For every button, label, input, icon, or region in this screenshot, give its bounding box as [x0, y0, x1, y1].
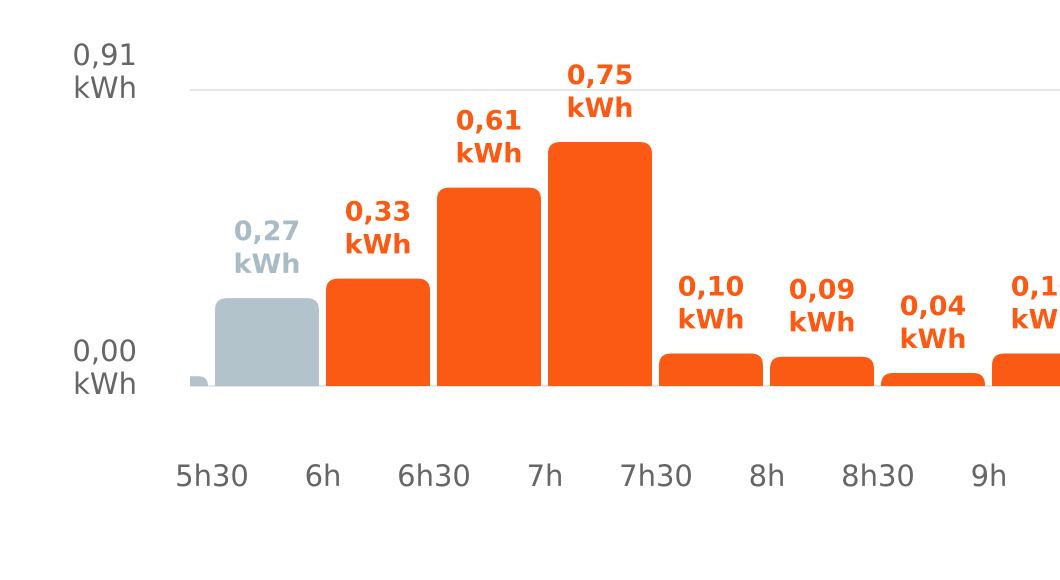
bar [770, 356, 874, 386]
value-label: 0,61 kWh [456, 105, 523, 169]
x-tick-label: 8h [749, 459, 786, 493]
value-label: 0,75 kWh [567, 60, 634, 124]
y-tick-label: 0,00 kWh [72, 334, 137, 401]
bar-layer [190, 142, 1060, 386]
bar [326, 278, 430, 386]
x-tick-label: 7h [527, 459, 564, 493]
x-tick-label: 6h30 [397, 459, 471, 493]
y-tick-label: 0,91 kWh [72, 38, 137, 105]
value-label: 0,09 kWh [789, 274, 856, 338]
label-layer: 0,00 kWh 0,91 kWh 5h30 6h 6h30 7h 7h30 8h 8h30 9h 0,… [72, 38, 1060, 493]
bar [992, 353, 1060, 386]
bar [659, 353, 763, 386]
x-tick-label: 5h30 [175, 459, 249, 493]
value-label: 0,27 kWh [234, 216, 301, 280]
value-label: 0,04 kWh [900, 290, 967, 354]
bar [190, 376, 208, 386]
bar [881, 372, 985, 386]
bar [215, 298, 319, 386]
x-tick-label: 7h30 [619, 459, 693, 493]
bar [437, 187, 541, 386]
bar [548, 142, 652, 386]
value-label: 0,33 kWh [345, 196, 412, 260]
x-tick-label: 8h30 [841, 459, 915, 493]
x-tick-label: 6h [305, 459, 342, 493]
x-tick-label: 9h [971, 459, 1008, 493]
